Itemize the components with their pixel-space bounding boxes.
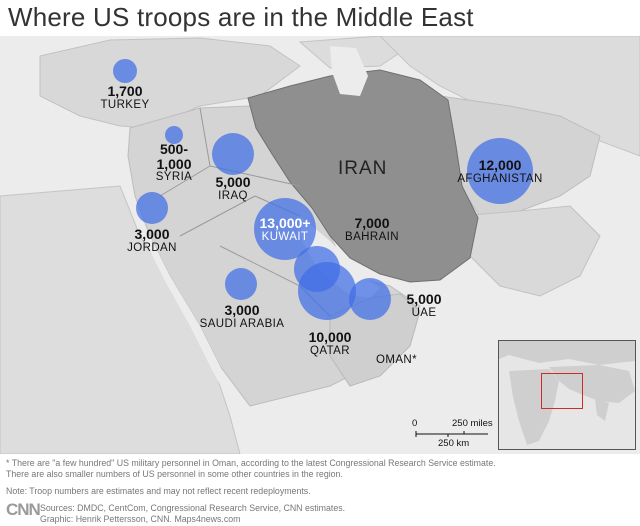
bubble-jordan — [136, 192, 168, 224]
label-uae: 5,000 UAE — [396, 292, 452, 319]
inset-locator-map — [498, 340, 636, 450]
count-qatar: 10,000 — [308, 329, 352, 345]
bubble-saudi — [225, 268, 257, 300]
bubble-uae — [349, 278, 391, 320]
scale-lines — [415, 431, 488, 437]
name-saudi: SAUDI ARABIA — [199, 317, 285, 330]
label-qatar: 10,000 QATAR — [298, 330, 362, 357]
scale-bar: 0 250 miles 250 km — [406, 418, 498, 452]
scale-zero: 0 — [412, 418, 418, 429]
label-turkey: 1,700 TURKEY — [94, 84, 156, 111]
label-saudi: 3,000 SAUDI ARABIA — [192, 303, 292, 330]
map-title: Where US troops are in the Middle East — [8, 2, 474, 32]
map-canvas: IRAN OMAN* 1,700 TURKEY 500- 1,000 SYRIA… — [0, 36, 640, 454]
label-syria: 500- 1,000 SYRIA — [146, 141, 202, 184]
count-saudi: 3,000 — [224, 302, 260, 318]
land-iran — [247, 69, 479, 283]
footnote-other: There are also smaller numbers of US per… — [6, 469, 343, 479]
count-afghanistan: 12,000 — [478, 157, 522, 173]
bubble-iraq — [212, 133, 254, 175]
scale-miles: 250 miles — [452, 418, 493, 429]
count-turkey: 1,700 — [107, 83, 143, 99]
inset-world — [499, 341, 635, 445]
count-jordan: 3,000 — [134, 226, 170, 242]
bubble-syria — [165, 126, 183, 144]
red-sea — [145, 236, 230, 392]
name-afghanistan: AFGHANISTAN — [457, 172, 543, 185]
graphic-credit: Graphic: Henrik Pettersson, CNN. Maps4ne… — [40, 514, 241, 524]
note-estimates: Note: Troop numbers are estimates and ma… — [6, 486, 311, 496]
inset-highlight-box — [541, 373, 583, 409]
name-iraq: IRAQ — [218, 189, 248, 202]
count-uae: 5,000 — [406, 291, 442, 307]
bubble-qatar — [298, 262, 356, 320]
footnote-oman: * There are "a few hundred" US military … — [6, 458, 496, 468]
persian-gulf — [300, 216, 380, 298]
caspian-sea — [330, 46, 368, 96]
label-iraq: 5,000 IRAQ — [204, 175, 262, 202]
count-kuwait: 13,000+ — [259, 215, 311, 231]
count-syria-1: 500- — [159, 141, 189, 157]
oman-label: OMAN* — [376, 354, 417, 366]
name-qatar: QATAR — [310, 344, 350, 357]
scale-km: 250 km — [438, 438, 470, 449]
label-jordan: 3,000 JORDAN — [120, 227, 184, 254]
count-iraq: 5,000 — [215, 174, 251, 190]
label-kuwait: 13,000+ KUWAIT — [250, 216, 320, 243]
count-syria-2: 1,000 — [156, 155, 192, 172]
land-pakistan — [459, 205, 601, 297]
label-afghanistan: 12,000 AFGHANISTAN — [450, 158, 550, 185]
cnn-logo: CNN — [6, 500, 41, 519]
name-syria: SYRIA — [155, 171, 193, 184]
name-turkey: TURKEY — [100, 98, 150, 111]
bubble-turkey — [113, 59, 137, 83]
name-uae: UAE — [411, 306, 437, 319]
count-bahrain: 7,000 — [354, 215, 390, 231]
name-bahrain: BAHRAIN — [345, 230, 399, 243]
sources: Sources: DMDC, CentCom, Congressional Re… — [40, 503, 346, 513]
bubble-afghanistan — [467, 138, 533, 204]
name-kuwait: KUWAIT — [261, 230, 309, 243]
land-anatolia — [39, 37, 301, 129]
iran-label: IRAN — [338, 158, 388, 179]
name-jordan: JORDAN — [127, 241, 177, 254]
label-bahrain: 7,000 BAHRAIN — [336, 216, 408, 243]
